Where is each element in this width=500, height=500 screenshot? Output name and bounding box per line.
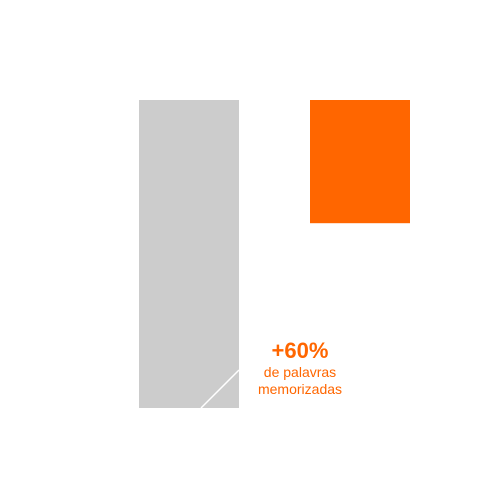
annotation-value: +60%: [271, 338, 329, 363]
bar-increase: [310, 100, 410, 224]
annotation-line-1: de palavras: [263, 364, 337, 380]
increase-annotation: +60% de palavras memorizadas: [230, 338, 370, 398]
annotation-connector-line: [200, 369, 240, 409]
annotation-line-2: memorizadas: [257, 381, 343, 397]
bar-baseline: [139, 100, 239, 408]
